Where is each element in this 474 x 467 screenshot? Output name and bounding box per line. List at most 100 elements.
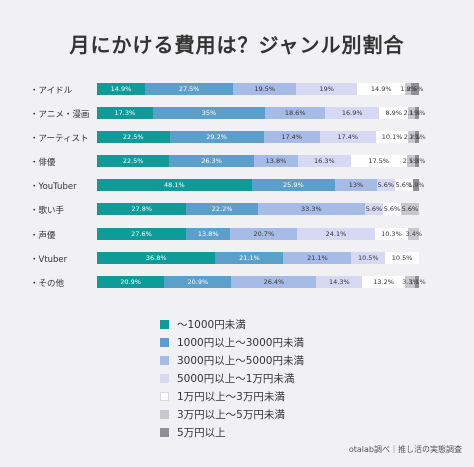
bar-row: 22.5% 26.3% 13.8% 16.3% 17.5% (97, 155, 419, 167)
bar-segment: 5.6% (364, 203, 383, 215)
bar-segment: 20.9% (164, 276, 232, 288)
bar-segment (414, 155, 419, 167)
bar-segment: 20.9% (97, 276, 165, 288)
legend-swatch (160, 337, 169, 347)
category-label: ・歌い手 (30, 206, 65, 216)
bar-segment: 18.6% (265, 107, 326, 119)
bar-segment: 13.8% (185, 228, 231, 240)
category-label: ・アイドル (30, 86, 73, 96)
legend-item: 1万円以上〜3万円未満 (160, 387, 304, 405)
bar-segment: 27.8% (97, 203, 187, 215)
bar-segment: 10.3% (374, 228, 409, 240)
data-label: 2.1% (403, 109, 420, 117)
bar-segment: 27.6% (97, 228, 186, 240)
bar-row: 27.6% 13.8% 20.7% 24.1% 10.3% (97, 228, 419, 240)
bar-segment (410, 83, 419, 95)
bar-segment: 19.5% (233, 83, 297, 95)
bar-segment: 27.5% (144, 83, 234, 95)
data-label: 2.2% (403, 133, 421, 141)
legend-swatch (160, 427, 169, 437)
bar-segment: 13.8% (253, 155, 299, 167)
data-label: 3.3% (402, 278, 419, 286)
legend-item: 1000円以上〜3000円未満 (160, 333, 304, 351)
legend-label: 〜1000円未満 (177, 318, 246, 331)
bar-segment (414, 107, 419, 119)
legend-label: 5000円以上〜1万円未満 (177, 372, 295, 385)
data-label: 1.1% (409, 278, 426, 286)
legend-label: 3000円以上〜5000円未満 (177, 354, 304, 367)
bar-segment: 22.5% (97, 155, 170, 167)
data-label: 1.9% (407, 181, 425, 189)
bar-segment (408, 107, 415, 119)
bar-segment: 5.6% (394, 179, 413, 191)
bar-segment: 8.9% (379, 107, 409, 119)
legend-item: 〜1000円未満 (160, 315, 304, 333)
legend-swatch (160, 355, 169, 365)
legend-item: 5000円以上〜1万円未満 (160, 369, 304, 387)
bar-segment: 21.1% (215, 252, 284, 264)
bar-segment: 17.3% (97, 107, 153, 119)
data-label: 1.8% (400, 85, 417, 93)
bar-row: 36.8% 21.1% 21.1% 10.5% 10.5% (97, 252, 419, 264)
bar-segment: 10.5% (351, 252, 386, 264)
data-label: 1.3% (408, 109, 426, 117)
bar-segment: 35% (152, 107, 266, 119)
bar-segment: 5.6% (400, 203, 419, 215)
data-label: 1.3% (408, 157, 426, 165)
category-label: ・その他 (30, 279, 65, 289)
bar-segment: 48.1% (97, 179, 252, 191)
chart-title: 月にかける費用は？ジャンル別割合 (69, 33, 405, 57)
bar-segment: 36.8% (97, 252, 216, 264)
bar-segment: 5.6% (382, 203, 401, 215)
legend-item: 5万円以上 (160, 423, 304, 441)
legend-swatch (160, 319, 169, 329)
source-note: otalab調べ｜推し活の実態調査 (348, 445, 462, 454)
bar-segment: 13% (335, 179, 377, 191)
bar-segment (408, 228, 419, 240)
legend-swatch (160, 391, 169, 401)
bar-row: 17.3% 35% 18.6% 16.9% 8.9% (97, 107, 419, 119)
legend-label: 1万円以上〜3万円未満 (177, 390, 285, 403)
bar-segment: 14.3% (316, 276, 363, 288)
bar-segment (412, 179, 419, 191)
data-label: 3.4% (405, 230, 423, 238)
bar-segment: 29.2% (169, 131, 264, 143)
legend-item: 3万円以上〜5万円未満 (160, 405, 304, 423)
bar-segment: 14.9% (357, 83, 406, 95)
category-label: ・アニメ・漫画 (30, 110, 90, 120)
bar-segment: 22.5% (97, 131, 170, 143)
data-label: 1.1% (409, 133, 426, 141)
category-label: ・俳優 (30, 158, 56, 168)
bar-segment: 16.9% (325, 107, 380, 119)
bar-segment: 33.3% (257, 203, 365, 215)
bar-segment: 16.3% (298, 155, 351, 167)
category-label: ・アーティスト (30, 134, 89, 144)
bar-segment: 24.1% (297, 228, 375, 240)
bar-segment: 26.4% (231, 276, 317, 288)
bar-segment: 17.4% (319, 131, 376, 143)
bar-segment (415, 131, 419, 143)
bar-segment: 22.2% (186, 203, 258, 215)
category-label: ・YouTuber (30, 182, 77, 192)
legend-label: 3万円以上〜5万円未満 (177, 408, 285, 421)
bar-segment: 25.9% (251, 179, 336, 191)
bar-row: 22.5% 29.2% 17.4% 17.4% 10.1% (97, 131, 419, 143)
data-label: 2.5% (402, 157, 420, 165)
bar-segment (415, 276, 419, 288)
bar-segment: 17.5% (350, 155, 407, 167)
category-label: ・声優 (30, 231, 56, 241)
bar-segment (405, 83, 411, 95)
bar-row: 14.9% 27.5% 19.5% 19% 14.9% (97, 83, 419, 95)
bar-segment (404, 276, 416, 288)
bar-row: 20.9% 20.9% 26.4% 14.3% 13.2% (97, 276, 419, 288)
bar-segment (408, 131, 416, 143)
bar-segment: 13.2% (362, 276, 405, 288)
legend-item: 3000円以上〜5000円未満 (160, 351, 304, 369)
bar-segment: 10.5% (385, 252, 419, 264)
data-label: 2.5% (406, 85, 424, 93)
bar-segment: 14.9% (97, 83, 145, 95)
legend: 〜1000円未満 1000円以上〜3000円未満 3000円以上〜5000円未満 50… (160, 315, 304, 441)
bar-segment: 10.1% (375, 131, 409, 143)
bar-row: 27.8% 22.2% 33.3% 5.6% 5.6% 5.6% (97, 203, 419, 215)
bar-row: 48.1% 25.9% 13% 5.6% 5.6% (97, 179, 419, 191)
